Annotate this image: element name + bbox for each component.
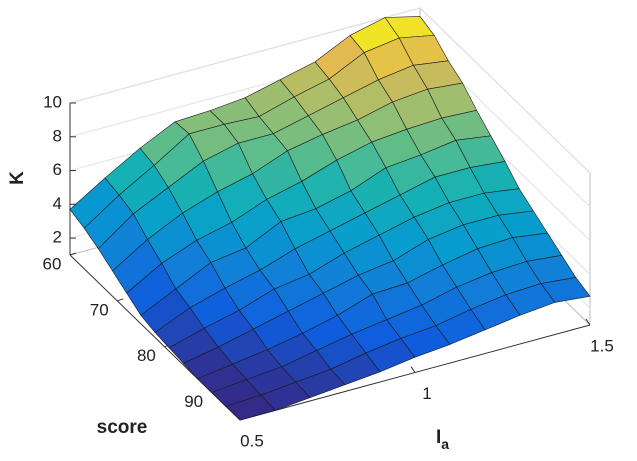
z-tick-label: 4 (53, 194, 62, 213)
y-tick-label: 60 (43, 254, 62, 273)
y-tick-label: 90 (184, 392, 203, 411)
x-tick (410, 366, 416, 373)
x-tick-label: 1 (422, 384, 431, 403)
z-tick-label: 6 (53, 160, 62, 179)
x-tick-label: 1.5 (590, 336, 614, 355)
x-axis-label: Ia (436, 427, 449, 452)
y-axis-label: score (97, 417, 148, 438)
x-tick (585, 318, 591, 326)
z-tick-label: 2 (53, 228, 62, 247)
y-tick-label: 70 (90, 300, 109, 319)
surface-face (225, 394, 276, 421)
x-axis-label-sub: a (441, 436, 449, 452)
y-tick (69, 252, 77, 256)
z-tick-label: 8 (53, 126, 62, 145)
x-axis-label-main: I (436, 427, 441, 448)
y-tick-label: 80 (137, 346, 156, 365)
z-tick-label: 10 (43, 92, 62, 111)
x-tick-label: 0.5 (240, 431, 264, 450)
z-axis-label: K (7, 171, 28, 185)
y-tick (117, 298, 124, 302)
grid-line (69, 7, 421, 104)
grid-line (419, 7, 591, 174)
